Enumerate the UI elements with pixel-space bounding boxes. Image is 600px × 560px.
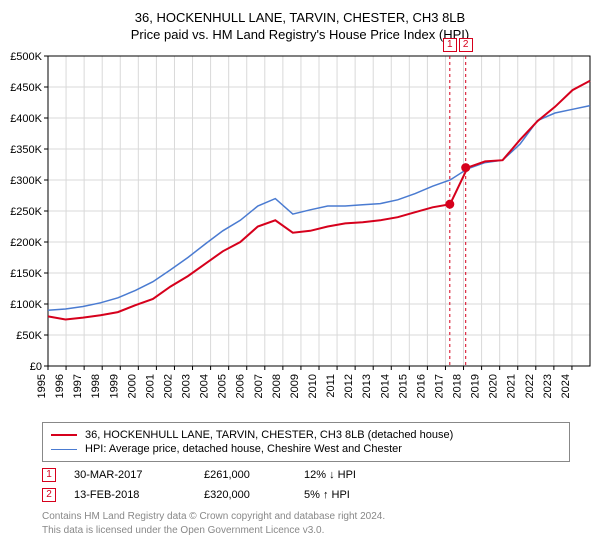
sale-row: 2 13-FEB-2018£320,0005% ↑ HPI <box>42 488 600 502</box>
sale-row: 1 30-MAR-2017£261,00012% ↓ HPI <box>42 468 600 482</box>
chart-area: £0 £50K £100K £150K £200K £250K £300K £350K £400… <box>0 46 600 416</box>
svg-text:2004: 2004 <box>199 374 211 398</box>
svg-text:2023: 2023 <box>542 374 554 398</box>
legend-label-hpi: HPI: Average price, detached house, Ches… <box>85 443 402 455</box>
svg-text:2012: 2012 <box>343 374 355 398</box>
svg-text:£350K: £350K <box>10 144 42 156</box>
legend-box: 36, HOCKENHULL LANE, TARVIN, CHESTER, CH… <box>42 422 570 462</box>
svg-text:£150K: £150K <box>10 268 42 280</box>
svg-text:1997: 1997 <box>72 374 84 398</box>
sale-delta: 5% ↑ HPI <box>304 489 404 501</box>
svg-text:2007: 2007 <box>253 374 265 398</box>
footer-line1: Contains HM Land Registry data © Crown c… <box>42 510 600 524</box>
svg-text:1995: 1995 <box>36 374 48 398</box>
footer-text: Contains HM Land Registry data © Crown c… <box>42 510 600 538</box>
svg-text:£400K: £400K <box>10 113 42 125</box>
svg-text:1996: 1996 <box>54 374 66 398</box>
svg-text:2006: 2006 <box>235 374 247 398</box>
svg-text:2010: 2010 <box>307 374 319 398</box>
svg-text:£300K: £300K <box>10 175 42 187</box>
legend-row-property: 36, HOCKENHULL LANE, TARVIN, CHESTER, CH… <box>51 429 561 441</box>
sales-block: 1 30-MAR-2017£261,00012% ↓ HPI 2 13-FEB-201… <box>0 468 600 502</box>
svg-text:2000: 2000 <box>126 374 138 398</box>
legend-swatch-property <box>51 434 77 436</box>
legend-label-property: 36, HOCKENHULL LANE, TARVIN, CHESTER, CH… <box>85 429 453 441</box>
sale-price: £261,000 <box>204 469 304 481</box>
svg-text:£450K: £450K <box>10 82 42 94</box>
svg-text:2008: 2008 <box>271 374 283 398</box>
legend-swatch-hpi <box>51 449 77 450</box>
svg-text:1999: 1999 <box>108 374 120 398</box>
svg-text:£200K: £200K <box>10 237 42 249</box>
svg-text:2001: 2001 <box>144 374 156 398</box>
svg-text:2019: 2019 <box>470 374 482 398</box>
sale-date: 13-FEB-2018 <box>74 489 204 501</box>
svg-text:2011: 2011 <box>325 374 337 398</box>
svg-text:1998: 1998 <box>90 374 102 398</box>
sale-badge: 1 <box>42 468 56 482</box>
sale-price: £320,000 <box>204 489 304 501</box>
chart-title: 36, HOCKENHULL LANE, TARVIN, CHESTER, CH… <box>0 10 600 25</box>
svg-text:2003: 2003 <box>181 374 193 398</box>
sale-marker-badge: 1 <box>443 38 457 52</box>
svg-text:2014: 2014 <box>379 374 391 398</box>
chart-svg: £0 £50K £100K £150K £200K £250K £300K £350K £400… <box>0 46 600 416</box>
svg-text:£50K: £50K <box>16 330 42 342</box>
svg-text:2017: 2017 <box>433 374 445 398</box>
svg-text:2005: 2005 <box>217 374 229 398</box>
sale-delta: 12% ↓ HPI <box>304 469 404 481</box>
svg-text:2002: 2002 <box>162 374 174 398</box>
svg-text:2022: 2022 <box>524 374 536 398</box>
svg-text:2009: 2009 <box>289 374 301 398</box>
svg-text:£250K: £250K <box>10 206 42 218</box>
chart-title-block: 36, HOCKENHULL LANE, TARVIN, CHESTER, CH… <box>0 0 600 46</box>
chart-subtitle: Price paid vs. HM Land Registry's House … <box>0 27 600 42</box>
svg-text:2020: 2020 <box>488 374 500 398</box>
svg-text:2018: 2018 <box>452 374 464 398</box>
svg-text:2016: 2016 <box>415 374 427 398</box>
svg-text:2015: 2015 <box>397 374 409 398</box>
svg-text:2013: 2013 <box>361 374 373 398</box>
svg-text:2021: 2021 <box>506 374 518 398</box>
svg-text:£100K: £100K <box>10 299 42 311</box>
svg-text:£500K: £500K <box>10 51 42 63</box>
svg-text:£0: £0 <box>30 361 42 373</box>
legend-row-hpi: HPI: Average price, detached house, Ches… <box>51 443 561 455</box>
sale-badge: 2 <box>42 488 56 502</box>
sale-marker-badge: 2 <box>459 38 473 52</box>
sale-date: 30-MAR-2017 <box>74 469 204 481</box>
footer-line2: This data is licensed under the Open Gov… <box>42 524 600 538</box>
svg-text:2024: 2024 <box>560 374 572 398</box>
